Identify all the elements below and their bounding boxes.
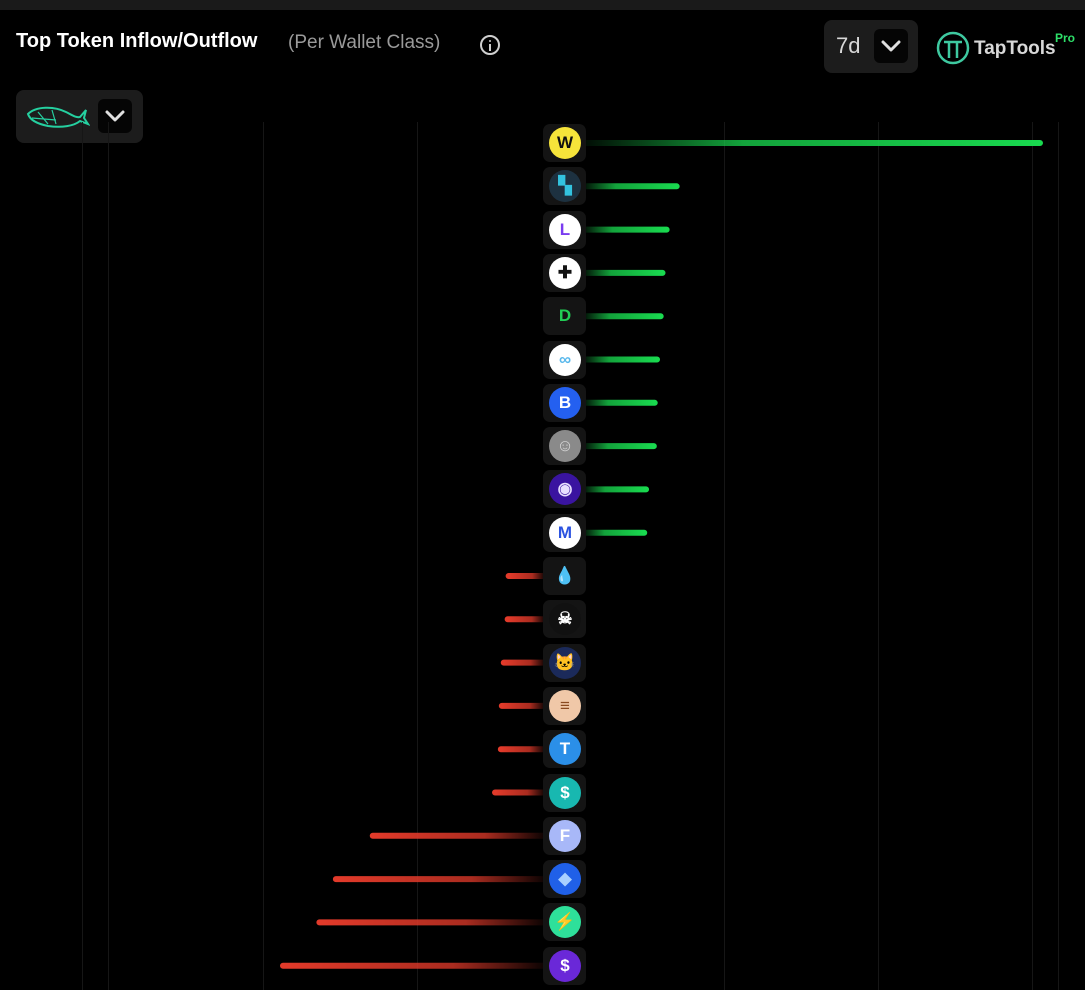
green-d-icon: D (549, 300, 581, 333)
token-row-icon[interactable]: ☠ (543, 600, 586, 639)
token-row-icon[interactable]: ☺ (543, 427, 586, 466)
token-row-icon[interactable]: D (543, 297, 586, 336)
skull-icon: ☠ (549, 603, 581, 636)
water-drop-icon: 💧 (549, 560, 581, 592)
token-row-icon[interactable]: $ (543, 946, 586, 985)
brand-pro-badge: Pro (1055, 31, 1076, 45)
token-row-icon[interactable]: B (543, 383, 586, 422)
gridline (724, 122, 725, 990)
teal-dollar-icon: $ (549, 776, 581, 809)
stack-icon: ≡ (549, 689, 581, 722)
gridline (417, 122, 418, 990)
crossed-circle-icon: ✚ (549, 256, 581, 289)
token-row-icon[interactable]: T (543, 730, 586, 769)
wingriders-icon: W (549, 127, 581, 159)
gridline (878, 122, 879, 990)
token-row-icon[interactable]: ◉ (543, 470, 586, 509)
blue-cat-icon: 🐱 (549, 646, 581, 679)
token-row-icon[interactable]: M (543, 513, 586, 552)
blue-t-icon: T (549, 733, 581, 766)
blue-m-icon: M (549, 516, 581, 549)
period-value: 7d (836, 33, 861, 58)
purple-eye-icon: ◉ (549, 473, 581, 506)
gridline (1058, 122, 1059, 990)
token-row-icon[interactable]: $ (543, 773, 586, 812)
blue-gem-icon: ◆ (549, 863, 581, 896)
chart-subtitle: (Per Wallet Class) (288, 32, 441, 53)
token-row-icon[interactable]: ⚡ (543, 903, 586, 942)
token-row-icon[interactable]: 💧 (543, 557, 586, 595)
wallet-class-select[interactable] (16, 90, 143, 143)
teal-square-icon: ▚ (549, 170, 581, 203)
infinity-icon: ∞ (549, 343, 581, 376)
chevron-down-icon[interactable] (98, 99, 132, 133)
token-row-icon[interactable]: W (543, 124, 586, 162)
token-row-icon[interactable]: L (543, 210, 586, 249)
brand-logo: TapTools Pro (936, 30, 1076, 66)
whale-icon (26, 106, 90, 128)
token-row-icon[interactable]: 🐱 (543, 643, 586, 682)
token-row-icon[interactable]: ∞ (543, 340, 586, 379)
portrait-icon: ☺ (549, 430, 581, 463)
token-row-icon[interactable]: ◆ (543, 860, 586, 899)
token-row-icon[interactable]: F (543, 816, 586, 855)
info-icon[interactable] (480, 35, 500, 55)
gridline (1032, 122, 1033, 990)
chevron-down-icon[interactable] (874, 29, 908, 63)
purple-dollar-icon: $ (549, 949, 581, 982)
gridline (108, 122, 109, 990)
gridline (82, 122, 83, 990)
chart-title: Top Token Inflow/Outflow (16, 30, 258, 52)
period-select[interactable]: 7d (824, 20, 918, 73)
green-bolt-icon: ⚡ (549, 906, 581, 939)
blue-b-icon: B (549, 386, 581, 419)
gridline (263, 122, 264, 990)
taptools-logo-icon (936, 31, 970, 65)
purple-l-icon: L (549, 213, 581, 246)
top-strip (0, 0, 1085, 10)
token-row-icon[interactable]: ▚ (543, 167, 586, 206)
token-row-icon[interactable]: ✚ (543, 253, 586, 292)
lavender-f-icon: F (549, 819, 581, 852)
brand-name: TapTools (974, 38, 1056, 59)
token-row-icon[interactable]: ≡ (543, 686, 586, 725)
